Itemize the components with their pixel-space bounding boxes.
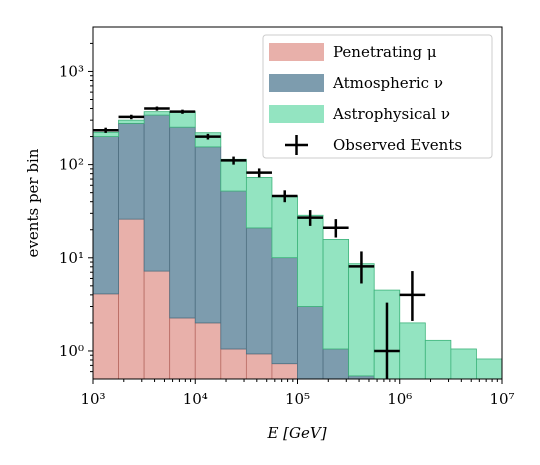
histogram-bar xyxy=(297,306,324,379)
histogram-bar xyxy=(93,131,119,137)
histogram-bar xyxy=(271,257,298,365)
legend-swatch xyxy=(269,43,324,61)
histogram-bar xyxy=(245,227,273,355)
histogram-bar xyxy=(322,239,350,350)
histogram-bar xyxy=(194,146,222,324)
plot-area xyxy=(93,106,502,379)
legend-label: Astrophysical ν xyxy=(332,105,450,123)
histogram-bar xyxy=(450,348,477,379)
histogram-bar xyxy=(143,114,171,272)
legend-swatch xyxy=(269,105,324,123)
x-tick-label: 10³ xyxy=(80,390,105,408)
histogram-bar xyxy=(143,270,171,379)
x-tick-label: 10⁷ xyxy=(489,390,514,408)
histogram-bar xyxy=(271,195,298,259)
histogram-bar xyxy=(118,122,145,220)
histogram-bar xyxy=(245,353,273,379)
histogram-bar xyxy=(424,339,452,379)
histogram-bar xyxy=(143,111,171,116)
x-axis-label: E [GeV] xyxy=(266,424,326,442)
histogram-bar xyxy=(348,375,375,379)
legend-label: Penetrating μ xyxy=(333,43,437,61)
y-tick-label: 10³ xyxy=(59,62,84,80)
y-axis-label: events per bin xyxy=(24,148,42,257)
legend-swatch xyxy=(269,74,324,92)
histogram-bar xyxy=(169,111,196,128)
y-tick-label: 10¹ xyxy=(59,249,84,267)
x-tick-label: 10⁵ xyxy=(285,390,310,408)
legend-label: Observed Events xyxy=(333,136,462,154)
histogram-bar xyxy=(245,176,273,229)
histogram-bar xyxy=(297,214,324,307)
histogram-bar xyxy=(93,136,119,295)
histogram-bar xyxy=(399,322,426,379)
histogram-bar xyxy=(93,293,119,379)
histogram-bar xyxy=(118,119,145,124)
legend: Penetrating μ Atmospheric ν Astrophysical … xyxy=(262,34,493,159)
histogram-bar xyxy=(118,218,145,379)
x-tick-label: 10⁶ xyxy=(387,390,412,408)
histogram-bar xyxy=(476,358,502,379)
histogram-bar xyxy=(169,317,196,379)
y-tick-label: 10⁰ xyxy=(59,342,84,360)
y-tick-label: 10² xyxy=(59,156,84,174)
legend-frame xyxy=(262,34,493,159)
histogram-bar xyxy=(271,363,298,379)
x-tick-label: 10⁴ xyxy=(183,390,208,408)
histogram-bar xyxy=(194,322,222,379)
legend-label: Atmospheric ν xyxy=(332,74,443,92)
histogram-bar xyxy=(169,126,196,319)
histogram-bar xyxy=(220,190,247,350)
